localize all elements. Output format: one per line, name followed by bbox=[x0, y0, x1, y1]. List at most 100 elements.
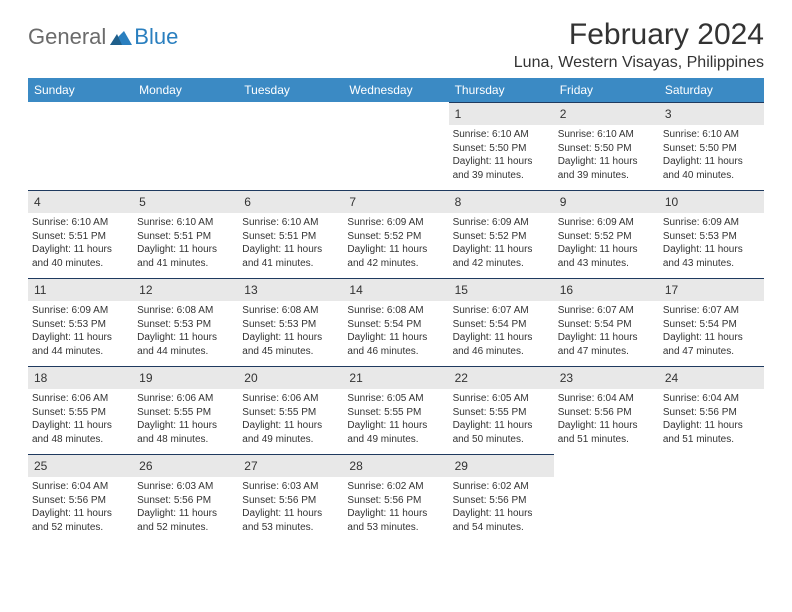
day-number-row: 14 bbox=[343, 278, 448, 301]
day-detail-line: Sunset: 5:56 PM bbox=[453, 494, 550, 508]
logo-text-blue: Blue bbox=[134, 24, 178, 50]
day-detail-line: Sunset: 5:55 PM bbox=[453, 406, 550, 420]
day-detail-line: Sunrise: 6:10 AM bbox=[32, 216, 129, 230]
day-detail-line: Sunset: 5:51 PM bbox=[32, 230, 129, 244]
calendar-cell bbox=[343, 102, 448, 190]
day-detail-line: and 43 minutes. bbox=[663, 257, 760, 271]
day-details: Sunrise: 6:05 AMSunset: 5:55 PMDaylight:… bbox=[453, 392, 550, 446]
day-detail-line: and 50 minutes. bbox=[453, 433, 550, 447]
day-details: Sunrise: 6:08 AMSunset: 5:53 PMDaylight:… bbox=[242, 304, 339, 358]
day-detail-line: Sunset: 5:56 PM bbox=[242, 494, 339, 508]
day-number: 13 bbox=[244, 283, 257, 297]
calendar-cell: 22Sunrise: 6:05 AMSunset: 5:55 PMDayligh… bbox=[449, 366, 554, 454]
day-number-row: 29 bbox=[449, 454, 554, 477]
day-detail-line: Sunrise: 6:04 AM bbox=[663, 392, 760, 406]
calendar-cell: 7Sunrise: 6:09 AMSunset: 5:52 PMDaylight… bbox=[343, 190, 448, 278]
title-block: February 2024 Luna, Western Visayas, Phi… bbox=[514, 18, 764, 72]
day-detail-line: Daylight: 11 hours bbox=[137, 243, 234, 257]
day-detail-line: Sunrise: 6:07 AM bbox=[663, 304, 760, 318]
day-detail-line: Daylight: 11 hours bbox=[558, 419, 655, 433]
day-detail-line: and 42 minutes. bbox=[347, 257, 444, 271]
calendar-week: 1Sunrise: 6:10 AMSunset: 5:50 PMDaylight… bbox=[28, 102, 764, 190]
day-number-row: 11 bbox=[28, 278, 133, 301]
day-detail-line: Sunset: 5:56 PM bbox=[558, 406, 655, 420]
day-number: 21 bbox=[349, 371, 362, 385]
calendar-cell: 12Sunrise: 6:08 AMSunset: 5:53 PMDayligh… bbox=[133, 278, 238, 366]
day-detail-line: Daylight: 11 hours bbox=[32, 331, 129, 345]
day-detail-line: Sunset: 5:56 PM bbox=[663, 406, 760, 420]
day-detail-line: Sunrise: 6:06 AM bbox=[242, 392, 339, 406]
day-detail-line: Sunset: 5:54 PM bbox=[347, 318, 444, 332]
day-detail-line: Sunrise: 6:02 AM bbox=[453, 480, 550, 494]
day-number: 9 bbox=[560, 195, 567, 209]
day-detail-line: Daylight: 11 hours bbox=[32, 419, 129, 433]
day-detail-line: Sunrise: 6:10 AM bbox=[558, 128, 655, 142]
day-number: 12 bbox=[139, 283, 152, 297]
day-detail-line: Sunrise: 6:10 AM bbox=[242, 216, 339, 230]
day-detail-line: Sunset: 5:50 PM bbox=[558, 142, 655, 156]
calendar-cell: 21Sunrise: 6:05 AMSunset: 5:55 PMDayligh… bbox=[343, 366, 448, 454]
day-detail-line: and 39 minutes. bbox=[558, 169, 655, 183]
calendar-cell: 1Sunrise: 6:10 AMSunset: 5:50 PMDaylight… bbox=[449, 102, 554, 190]
day-details: Sunrise: 6:04 AMSunset: 5:56 PMDaylight:… bbox=[558, 392, 655, 446]
day-number-row: 21 bbox=[343, 366, 448, 389]
day-detail-line: and 42 minutes. bbox=[453, 257, 550, 271]
day-detail-line: Sunset: 5:55 PM bbox=[137, 406, 234, 420]
day-number-row: 20 bbox=[238, 366, 343, 389]
day-detail-line: and 53 minutes. bbox=[347, 521, 444, 535]
day-number: 15 bbox=[455, 283, 468, 297]
calendar-cell: 18Sunrise: 6:06 AMSunset: 5:55 PMDayligh… bbox=[28, 366, 133, 454]
calendar-cell: 19Sunrise: 6:06 AMSunset: 5:55 PMDayligh… bbox=[133, 366, 238, 454]
day-detail-line: Daylight: 11 hours bbox=[663, 331, 760, 345]
day-detail-line: Daylight: 11 hours bbox=[242, 419, 339, 433]
day-detail-line: Daylight: 11 hours bbox=[453, 155, 550, 169]
day-detail-line: Sunset: 5:54 PM bbox=[558, 318, 655, 332]
day-detail-line: and 45 minutes. bbox=[242, 345, 339, 359]
day-number-row: 12 bbox=[133, 278, 238, 301]
day-detail-line: Sunrise: 6:09 AM bbox=[558, 216, 655, 230]
day-detail-line: Sunrise: 6:07 AM bbox=[453, 304, 550, 318]
page-header: GeneralBlue February 2024 Luna, Western … bbox=[28, 18, 764, 72]
day-number-row: 19 bbox=[133, 366, 238, 389]
weekday-header-row: Sunday Monday Tuesday Wednesday Thursday… bbox=[28, 78, 764, 102]
day-number-row: 2 bbox=[554, 102, 659, 125]
day-details: Sunrise: 6:09 AMSunset: 5:52 PMDaylight:… bbox=[558, 216, 655, 270]
weekday-header: Wednesday bbox=[343, 78, 448, 102]
day-detail-line: Daylight: 11 hours bbox=[453, 507, 550, 521]
calendar-cell: 26Sunrise: 6:03 AMSunset: 5:56 PMDayligh… bbox=[133, 454, 238, 542]
day-detail-line: Daylight: 11 hours bbox=[242, 507, 339, 521]
calendar-cell: 13 Sunrise: 6:08 AMSunset: 5:53 PMDayligh… bbox=[238, 278, 343, 366]
day-detail-line: Daylight: 11 hours bbox=[137, 419, 234, 433]
day-detail-line: and 46 minutes. bbox=[347, 345, 444, 359]
calendar-cell: 23Sunrise: 6:04 AMSunset: 5:56 PMDayligh… bbox=[554, 366, 659, 454]
day-number-row: 26 bbox=[133, 454, 238, 477]
day-details: Sunrise: 6:02 AMSunset: 5:56 PMDaylight:… bbox=[453, 480, 550, 534]
weekday-header: Tuesday bbox=[238, 78, 343, 102]
day-detail-line: Sunset: 5:52 PM bbox=[347, 230, 444, 244]
calendar-cell: 28Sunrise: 6:02 AMSunset: 5:56 PMDayligh… bbox=[343, 454, 448, 542]
day-detail-line: Sunrise: 6:09 AM bbox=[453, 216, 550, 230]
day-detail-line: Sunrise: 6:10 AM bbox=[453, 128, 550, 142]
day-number-row: 3 bbox=[659, 102, 764, 125]
calendar-cell: 2Sunrise: 6:10 AMSunset: 5:50 PMDaylight… bbox=[554, 102, 659, 190]
day-number: 8 bbox=[455, 195, 462, 209]
calendar-cell: 3Sunrise: 6:10 AMSunset: 5:50 PMDaylight… bbox=[659, 102, 764, 190]
calendar-cell bbox=[659, 454, 764, 542]
day-number-row: 27 bbox=[238, 454, 343, 477]
day-number: 10 bbox=[665, 195, 678, 209]
day-detail-line: and 48 minutes. bbox=[32, 433, 129, 447]
calendar-cell bbox=[554, 454, 659, 542]
day-detail-line: Daylight: 11 hours bbox=[32, 507, 129, 521]
day-detail-line: Daylight: 11 hours bbox=[453, 331, 550, 345]
day-number-row: 17 bbox=[659, 278, 764, 301]
calendar-cell: 11Sunrise: 6:09 AMSunset: 5:53 PMDayligh… bbox=[28, 278, 133, 366]
day-detail-line: and 40 minutes. bbox=[663, 169, 760, 183]
calendar-cell: 8Sunrise: 6:09 AMSunset: 5:52 PMDaylight… bbox=[449, 190, 554, 278]
day-detail-line: and 40 minutes. bbox=[32, 257, 129, 271]
day-number: 26 bbox=[139, 459, 152, 473]
calendar-week: 4Sunrise: 6:10 AMSunset: 5:51 PMDaylight… bbox=[28, 190, 764, 278]
day-number: 25 bbox=[34, 459, 47, 473]
day-detail-line: Sunset: 5:50 PM bbox=[663, 142, 760, 156]
day-detail-line: Daylight: 11 hours bbox=[242, 243, 339, 257]
day-detail-line: and 47 minutes. bbox=[558, 345, 655, 359]
